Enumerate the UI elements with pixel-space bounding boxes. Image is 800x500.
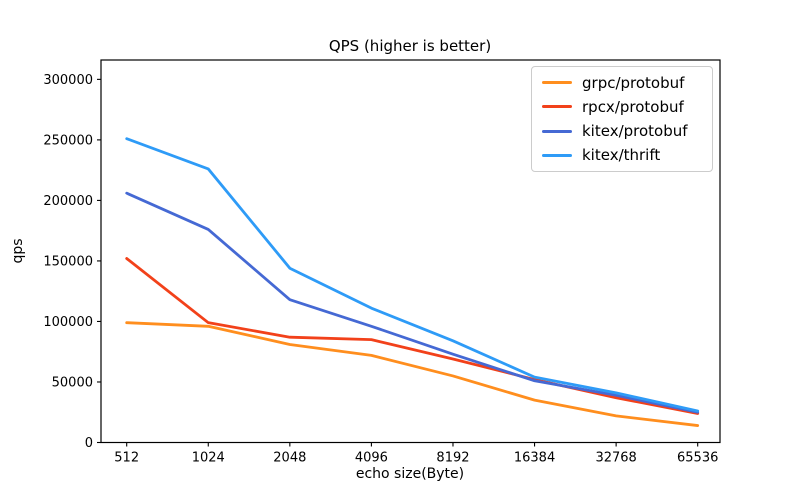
x-tick-label: 32768 bbox=[595, 451, 636, 466]
legend-item: grpc/protobuf bbox=[542, 73, 702, 92]
y-tick-label: 250000 bbox=[43, 133, 93, 148]
legend-item: rpcx/protobuf bbox=[542, 97, 702, 116]
y-tick-label: 200000 bbox=[43, 194, 93, 209]
series-line-kitex-protobuf bbox=[125, 191, 700, 414]
series-line-grpc-protobuf bbox=[125, 321, 700, 427]
x-tick-label: 16384 bbox=[514, 451, 555, 466]
x-tick-label: 65536 bbox=[677, 451, 718, 466]
x-tick-label: 2048 bbox=[273, 451, 306, 466]
y-axis-title: qps bbox=[10, 238, 26, 263]
y-tick-label: 300000 bbox=[43, 73, 93, 88]
legend-line-swatch bbox=[542, 81, 572, 85]
plot-area: 0 50000 100000 150000 200000 250000 300000 512 1… bbox=[43, 59, 721, 466]
y-tick-label: 100000 bbox=[43, 315, 93, 330]
legend-label: grpc/protobuf bbox=[582, 73, 685, 92]
x-axis-title: echo size(Byte) bbox=[356, 466, 464, 482]
legend: grpc/protobuf rpcx/protobuf kitex/protobuf… bbox=[531, 66, 713, 172]
y-tick-label: 150000 bbox=[43, 254, 93, 269]
series-line-kitex-thrift bbox=[125, 137, 700, 413]
legend-line-swatch bbox=[542, 105, 572, 109]
x-tick-label: 4096 bbox=[355, 451, 388, 466]
y-tick-label: 0 bbox=[85, 436, 93, 451]
axes-spines bbox=[100, 59, 721, 444]
legend-label: kitex/protobuf bbox=[582, 122, 688, 141]
legend-line-swatch bbox=[542, 153, 572, 157]
legend-label: kitex/thrift bbox=[582, 146, 661, 165]
legend-line-swatch bbox=[542, 129, 572, 133]
x-tick-label: 8192 bbox=[436, 451, 469, 466]
legend-item: kitex/protobuf bbox=[542, 122, 702, 141]
chart-title: QPS (higher is better) bbox=[329, 37, 491, 55]
legend-item: kitex/thrift bbox=[542, 146, 702, 165]
x-tick-label: 512 bbox=[114, 451, 139, 466]
legend-label: rpcx/protobuf bbox=[582, 97, 684, 116]
series-line-rpcx-protobuf bbox=[125, 257, 700, 415]
x-tick-label: 1024 bbox=[192, 451, 225, 466]
y-tick-label: 50000 bbox=[52, 375, 93, 390]
